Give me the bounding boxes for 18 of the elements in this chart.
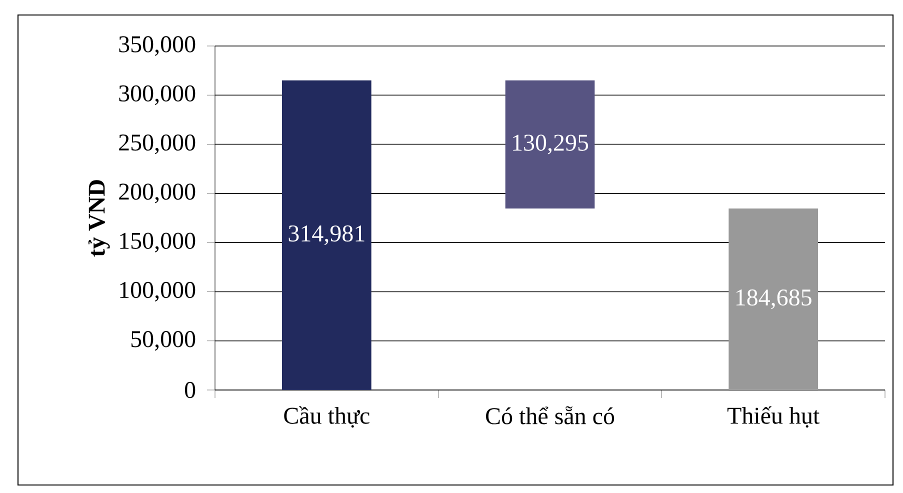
x-tick-label: Có thể sẵn có <box>486 406 614 424</box>
y-tick-label: 100,000 <box>120 282 196 302</box>
bar <box>505 80 595 208</box>
bar <box>282 80 372 390</box>
y-axis-title: tỷ VND <box>88 180 110 257</box>
data-label: 314,981 <box>288 225 364 246</box>
data-label: 184,685 <box>736 289 812 310</box>
bar <box>728 208 818 390</box>
y-tick-label: 250,000 <box>119 134 196 154</box>
y-tick-label: 200,000 <box>119 184 196 204</box>
y-tick-label: 50,000 <box>131 331 196 351</box>
y-tick-label: 0 <box>184 382 196 398</box>
y-tick-label: 300,000 <box>119 85 196 105</box>
y-tick-label: 150,000 <box>120 232 196 252</box>
data-label: 130,295 <box>513 134 588 154</box>
y-tick-label: 350,000 <box>119 36 196 56</box>
x-tick-label: Thiếu hụt <box>727 406 820 428</box>
x-tick-label: Cầu thực <box>284 406 370 428</box>
